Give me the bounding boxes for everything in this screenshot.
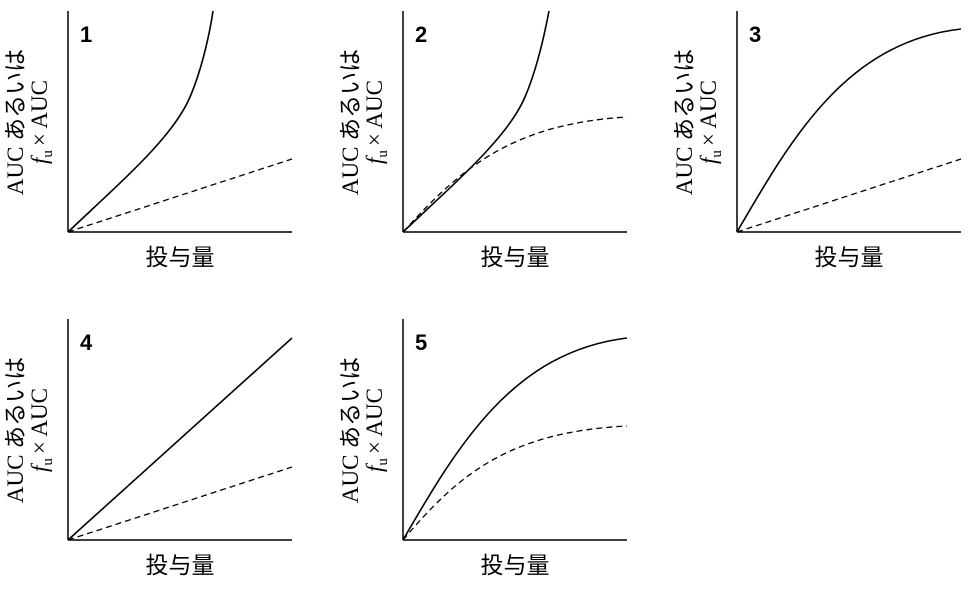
panel: 1 投与量 AUC あるいは fu × AUC	[3, 10, 293, 270]
x-label: 投与量	[815, 245, 884, 270]
x-label: 投与量	[146, 553, 215, 578]
subscript: u	[375, 458, 391, 466]
f-symbol: f	[27, 154, 52, 164]
solid-curve	[736, 28, 962, 233]
y-label-rest: × AUC	[696, 80, 721, 146]
panel: 3 投与量 AUC あるいは fu × AUC	[672, 11, 962, 270]
subscript: u	[375, 150, 391, 158]
f-symbol: f	[362, 154, 387, 164]
x-label: 投与量	[481, 245, 550, 270]
panel: 2 投与量 AUC あるいは fu × AUC	[338, 10, 628, 270]
f-symbol: f	[362, 462, 387, 472]
dashed-curve	[736, 158, 962, 233]
y-label-line1: AUC あるいは	[672, 49, 697, 195]
y-label-line2: fu × AUC	[362, 388, 391, 472]
subscript: u	[40, 458, 56, 466]
dashed-curve	[67, 466, 293, 541]
x-label: 投与量	[146, 245, 215, 270]
dashed-curve	[67, 158, 293, 233]
solid-curve	[67, 10, 214, 233]
y-label-line2: fu × AUC	[27, 80, 56, 164]
f-symbol: f	[696, 154, 721, 164]
y-label: AUC あるいは fu × AUC	[338, 357, 391, 503]
solid-curve	[402, 10, 550, 233]
panel-number: 4	[80, 330, 93, 355]
y-label-line1: AUC あるいは	[338, 49, 363, 195]
panel: 4 投与量 AUC あるいは fu × AUC	[3, 319, 293, 578]
y-label-line2: fu × AUC	[27, 388, 56, 472]
panel-number: 1	[80, 22, 92, 47]
panel-number: 5	[415, 330, 427, 355]
panel: 5 投与量 AUC あるいは fu × AUC	[338, 319, 628, 578]
y-label: AUC あるいは fu × AUC	[672, 49, 725, 195]
subscript: u	[40, 150, 56, 158]
solid-curve	[67, 337, 293, 541]
subscript: u	[709, 150, 725, 158]
y-label-rest: × AUC	[362, 388, 387, 454]
solid-curve	[402, 337, 628, 541]
f-symbol: f	[27, 462, 52, 472]
y-label: AUC あるいは fu × AUC	[338, 49, 391, 195]
y-label: AUC あるいは fu × AUC	[3, 49, 56, 195]
y-label-line2: fu × AUC	[696, 80, 725, 164]
dashed-curve	[402, 116, 628, 233]
y-label-line1: AUC あるいは	[3, 49, 28, 195]
y-label: AUC あるいは fu × AUC	[3, 357, 56, 503]
y-label-line2: fu × AUC	[362, 80, 391, 164]
y-label-rest: × AUC	[362, 80, 387, 146]
y-label-rest: × AUC	[27, 388, 52, 454]
y-label-line1: AUC あるいは	[338, 357, 363, 503]
dashed-curve	[402, 425, 628, 541]
panel-number: 2	[415, 22, 427, 47]
y-label-line1: AUC あるいは	[3, 357, 28, 503]
x-label: 投与量	[481, 553, 550, 578]
y-label-rest: × AUC	[27, 80, 52, 146]
panel-number: 3	[749, 22, 761, 47]
